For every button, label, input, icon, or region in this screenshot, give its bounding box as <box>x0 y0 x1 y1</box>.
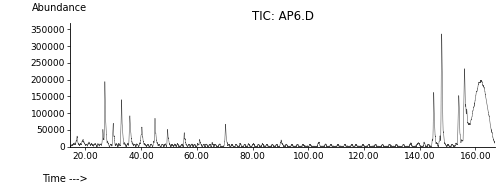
Text: Time --->: Time ---> <box>42 174 88 184</box>
Title: TIC: AP6.D: TIC: AP6.D <box>252 10 314 23</box>
Text: Abundance: Abundance <box>32 3 87 13</box>
